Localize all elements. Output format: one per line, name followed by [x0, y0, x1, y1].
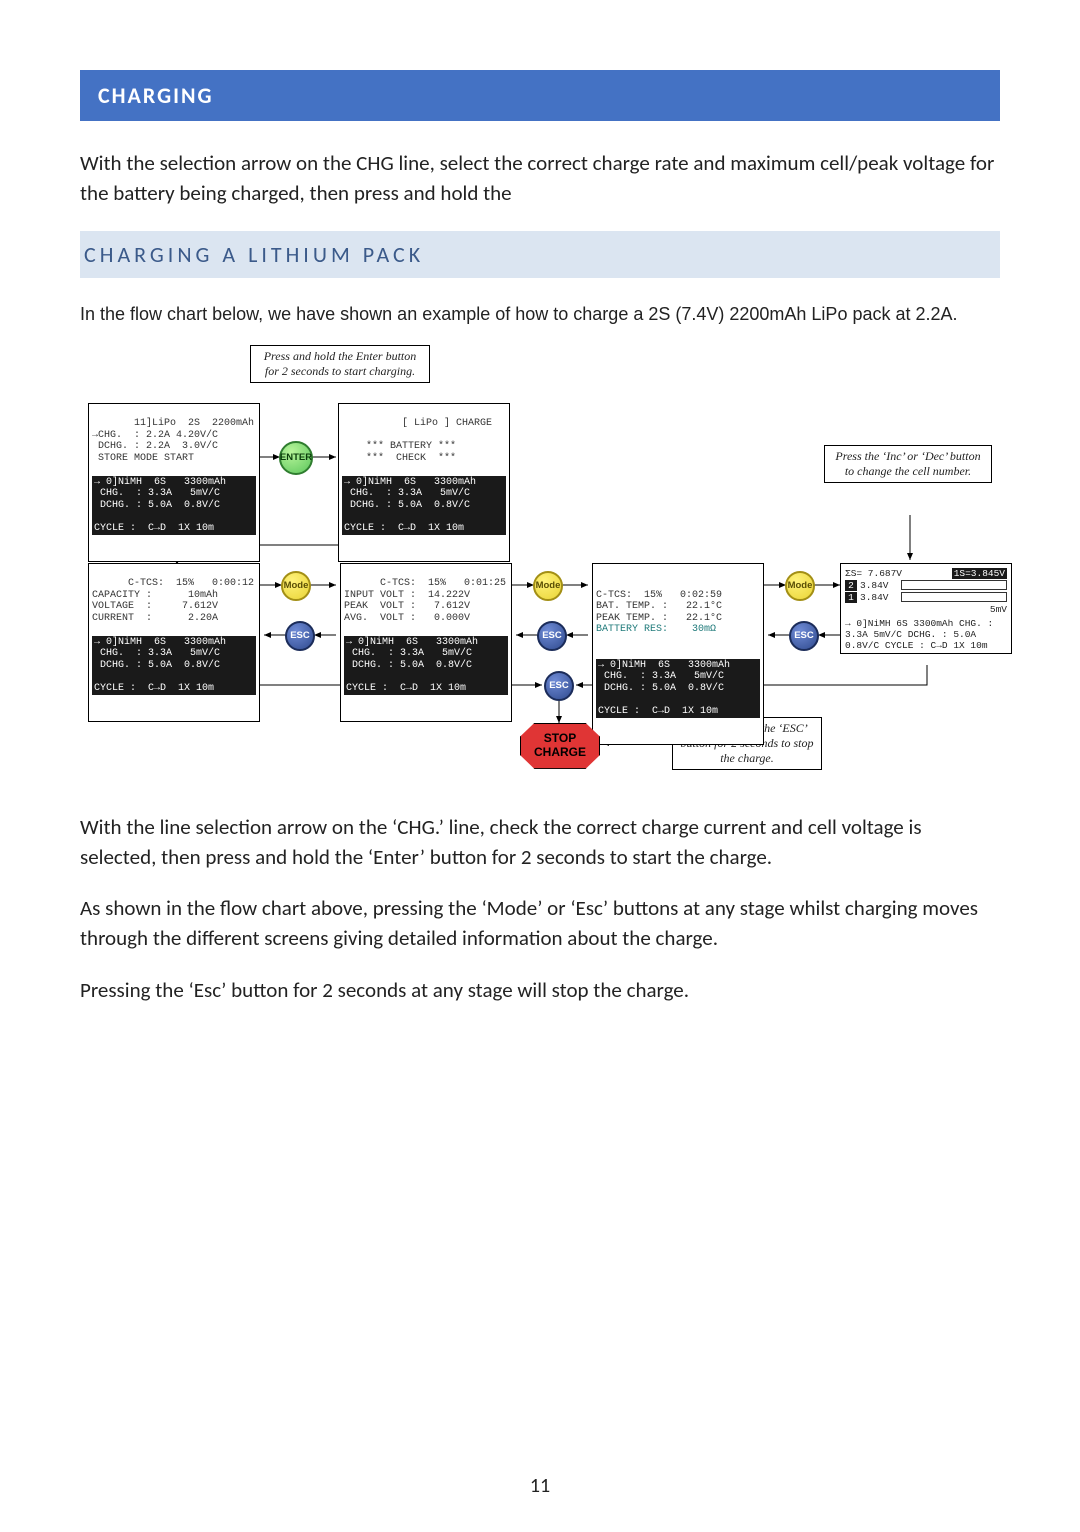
cell-row: 13.84V	[845, 592, 1007, 603]
lcd-status-c: C-TCS: 15% 0:02:59BAT. TEMP. : 22.1°CPEA…	[592, 563, 764, 746]
lcd-menu: 11]LiPo 2S 2200mAh →CHG. : 2.2A 4.20V/C …	[88, 403, 260, 563]
lcd-check-top: [ LiPo ] CHARGE *** BATTERY *** *** CHEC…	[342, 418, 492, 464]
enter-button[interactable]: ENTER	[279, 441, 313, 475]
flowchart: Press and hold the Enter button for 2 se…	[82, 345, 998, 785]
body-para-2: As shown in the flow chart above, pressi…	[80, 894, 1000, 954]
cells-inv: → 0]NiMH 6S 3300mAh CHG. : 3.3A 5mV/C DC…	[845, 618, 1007, 651]
stop-line1: STOP	[544, 732, 576, 746]
body-para-1: With the line selection arrow on the ‘CH…	[80, 813, 1000, 873]
esc-button[interactable]: ESC	[537, 621, 567, 651]
esc-button[interactable]: ESC	[789, 621, 819, 651]
page-number: 11	[0, 1474, 1080, 1498]
subsection-heading: CHARGING A LITHIUM PACK	[80, 231, 1000, 278]
mode-button[interactable]: Mode	[533, 571, 563, 601]
cells-rows: 23.84V13.84V	[845, 580, 1007, 603]
mode-button[interactable]: Mode	[785, 571, 815, 601]
lcd-menu-inv: → 0]NiMH 6S 3300mAh CHG. : 3.3A 5mV/C DC…	[92, 476, 256, 536]
cell-row: 23.84V	[845, 580, 1007, 591]
stop-line2: CHARGE	[534, 746, 586, 760]
lcd-cells: ΣS= 7.687V 1S=3.845V 23.84V13.84V 5mV → …	[840, 563, 1012, 654]
note-enter: Press and hold the Enter button for 2 se…	[250, 345, 430, 383]
lcd-check: [ LiPo ] CHARGE *** BATTERY *** *** CHEC…	[338, 403, 510, 563]
lcd-a-top: C-TCS: 15% 0:00:12 CAPACITY : 10mAh VOLT…	[92, 578, 254, 624]
intro-paragraph: With the selection arrow on the CHG line…	[80, 149, 1000, 209]
note-inc-dec: Press the ‘Inc’ or ‘Dec’ button to chang…	[824, 445, 992, 483]
cells-mv: 5mV	[845, 604, 1007, 615]
lcd-c-top: C-TCS: 15% 0:02:59BAT. TEMP. : 22.1°CPEA…	[596, 590, 760, 636]
mode-button[interactable]: Mode	[281, 571, 311, 601]
esc-button[interactable]: ESC	[285, 621, 315, 651]
lcd-b-inv: → 0]NiMH 6S 3300mAh CHG. : 3.3A 5mV/C DC…	[344, 636, 508, 696]
lcd-status-b: C-TCS: 15% 0:01:25 INPUT VOLT : 14.222V …	[340, 563, 512, 723]
cells-selected: 1S=3.845V	[952, 568, 1007, 579]
esc-button[interactable]: ESC	[544, 671, 574, 701]
lead-paragraph: In the flow chart below, we have shown a…	[80, 302, 1000, 327]
lcd-c-inv: → 0]NiMH 6S 3300mAh CHG. : 3.3A 5mV/C DC…	[596, 659, 760, 719]
lcd-check-inv: → 0]NiMH 6S 3300mAh CHG. : 3.3A 5mV/C DC…	[342, 476, 506, 536]
stop-charge: STOP CHARGE	[520, 723, 600, 769]
lcd-status-a: C-TCS: 15% 0:00:12 CAPACITY : 10mAh VOLT…	[88, 563, 260, 723]
cells-sum: ΣS= 7.687V	[845, 568, 902, 579]
lcd-b-top: C-TCS: 15% 0:01:25 INPUT VOLT : 14.222V …	[344, 578, 506, 624]
body-para-3: Pressing the ‘Esc’ button for 2 seconds …	[80, 976, 1000, 1006]
section-heading: CHARGING	[80, 70, 1000, 121]
lcd-menu-top: 11]LiPo 2S 2200mAh →CHG. : 2.2A 4.20V/C …	[92, 418, 254, 464]
lcd-a-inv: → 0]NiMH 6S 3300mAh CHG. : 3.3A 5mV/C DC…	[92, 636, 256, 696]
